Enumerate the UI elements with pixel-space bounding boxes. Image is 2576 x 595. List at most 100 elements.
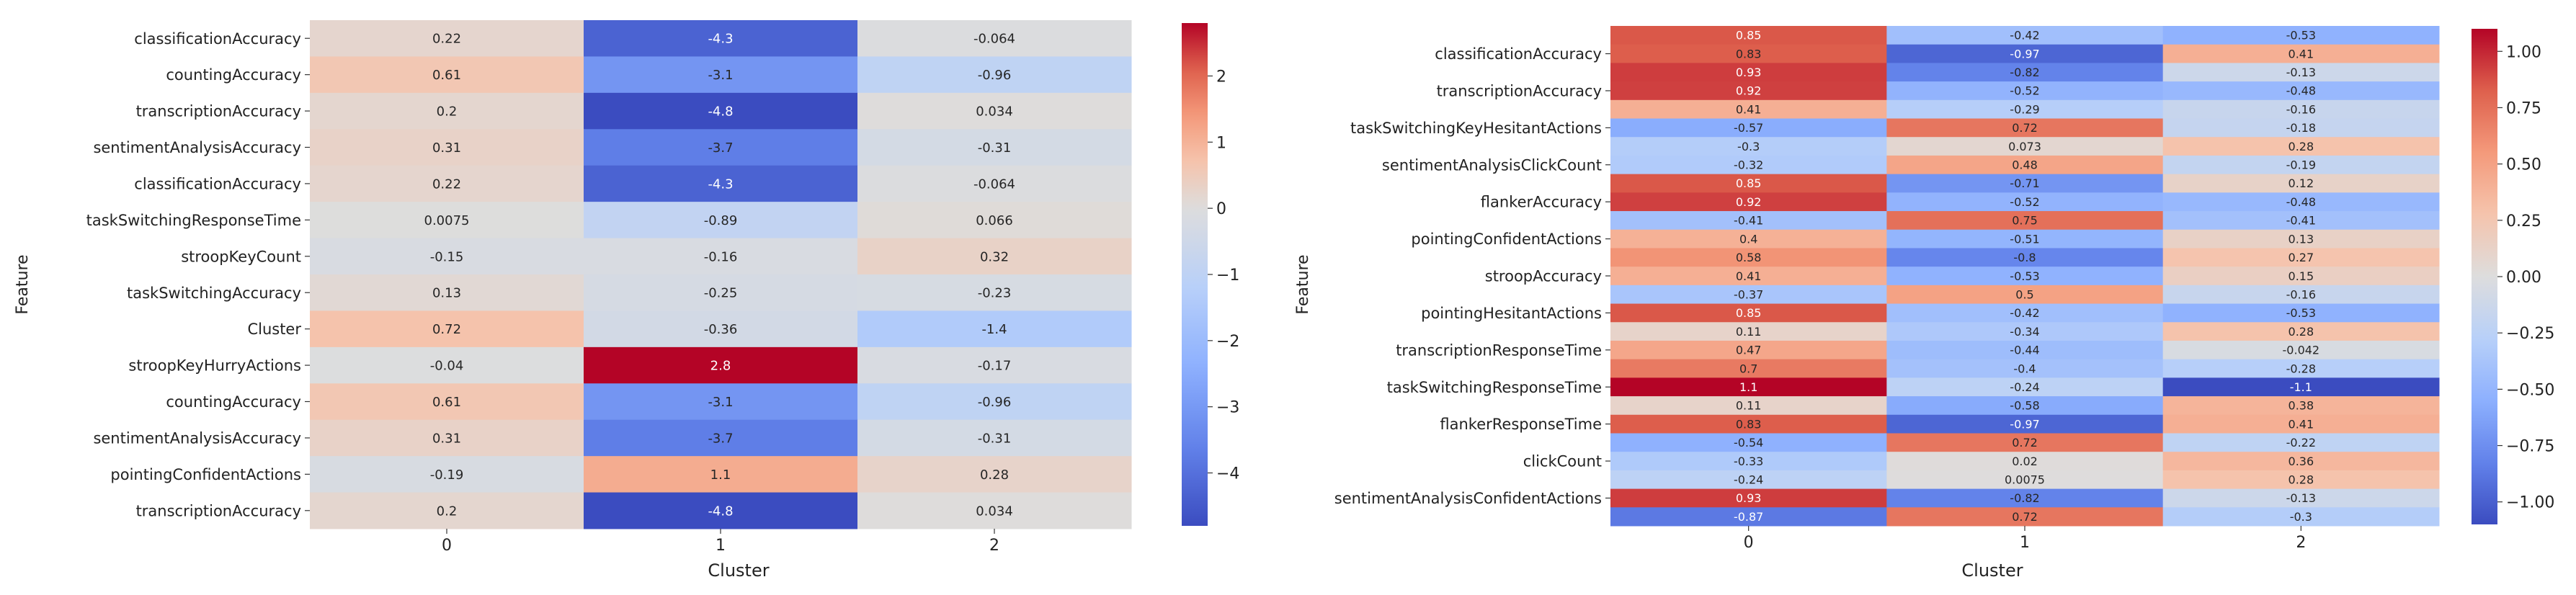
cell-value-label: -0.25 bbox=[704, 286, 738, 301]
heatmap-cell bbox=[1886, 322, 2164, 341]
heatmap-cell bbox=[2162, 507, 2440, 527]
colorbar-tick-label: −0.75 bbox=[2506, 438, 2554, 456]
cell-value-label: 0.85 bbox=[1736, 306, 1762, 320]
cell-value-label: -0.71 bbox=[2010, 176, 2039, 190]
heatmap-cell bbox=[2162, 414, 2440, 434]
cell-value-label: -0.36 bbox=[704, 322, 738, 337]
heatmap-cell bbox=[2162, 229, 2440, 249]
cell-value-label: 0.7 bbox=[1739, 362, 1757, 375]
heatmap-cell bbox=[1886, 118, 2164, 138]
cell-value-label: 0.12 bbox=[2288, 176, 2314, 190]
cell-value-label: 0.41 bbox=[2288, 417, 2314, 431]
heatmap-cell bbox=[1610, 118, 1887, 138]
heatmap-cell bbox=[584, 165, 858, 202]
cell-value-label: -0.97 bbox=[2010, 47, 2039, 61]
heatmap-cell bbox=[857, 383, 1132, 421]
cell-value-label: -1.4 bbox=[981, 322, 1007, 337]
heatmap-cell bbox=[2162, 340, 2440, 360]
cell-value-label: 0.36 bbox=[2288, 455, 2314, 468]
cell-value-label: -0.96 bbox=[978, 395, 1012, 410]
y-tick-label: classificationAccuracy bbox=[134, 30, 301, 48]
heatmap-cell bbox=[1886, 174, 2164, 193]
heatmap-cell bbox=[2162, 99, 2440, 120]
y-tick-label: classificationAccuracy bbox=[1435, 45, 1602, 63]
heatmap-cell bbox=[857, 56, 1132, 94]
heatmap-cell bbox=[857, 310, 1132, 348]
colorbar-tick-label: 0.75 bbox=[2506, 99, 2541, 117]
cell-value-label: 0.93 bbox=[1736, 66, 1762, 79]
cell-value-label: 0.92 bbox=[1736, 84, 1762, 98]
heatmap-cell bbox=[2162, 63, 2440, 82]
cell-value-label: 0.58 bbox=[1736, 251, 1762, 264]
cell-value-label: -0.18 bbox=[2286, 121, 2316, 135]
heatmap-cell bbox=[310, 456, 584, 493]
colorbar-tick-label: 0.25 bbox=[2506, 212, 2541, 231]
heatmap-cell bbox=[1610, 229, 1887, 249]
cell-value-label: 1.1 bbox=[710, 468, 731, 483]
cell-value-label: 0.28 bbox=[2288, 140, 2314, 153]
cell-value-label: 0.034 bbox=[976, 504, 1013, 519]
cell-value-label: -0.31 bbox=[978, 431, 1012, 446]
heatmap-cell bbox=[584, 129, 858, 166]
cell-value-label: 0.066 bbox=[976, 213, 1013, 228]
heatmap-cell bbox=[310, 238, 584, 275]
heatmap-cell bbox=[1886, 470, 2164, 490]
heatmap-cell bbox=[1886, 452, 2164, 471]
heatmap-cell bbox=[1886, 285, 2164, 305]
heatmap-cell bbox=[2162, 248, 2440, 267]
heatmap-cell bbox=[1886, 81, 2164, 101]
heatmap-cell bbox=[1886, 192, 2164, 212]
heatmap-cell bbox=[1886, 63, 2164, 82]
y-tick-label: stroopKeyHurryActions bbox=[128, 357, 301, 375]
y-axis-label: Feature bbox=[1294, 254, 1312, 314]
cell-value-label: 0.22 bbox=[432, 176, 461, 192]
cell-value-label: -0.19 bbox=[2286, 158, 2316, 172]
cell-value-label: -0.16 bbox=[704, 249, 738, 264]
cell-value-label: 0.13 bbox=[432, 286, 461, 301]
cell-value-label: -0.29 bbox=[2010, 102, 2039, 116]
heatmap-cell bbox=[1886, 229, 2164, 249]
heatmap-cell bbox=[1610, 340, 1887, 360]
cell-value-label: -3.1 bbox=[708, 68, 733, 83]
cell-value-label: -0.41 bbox=[2286, 214, 2316, 228]
heatmap-cell bbox=[310, 492, 584, 529]
heatmap-cell bbox=[2162, 359, 2440, 378]
cell-value-label: -0.51 bbox=[2010, 232, 2039, 246]
cell-value-label: 0.75 bbox=[2012, 214, 2038, 228]
heatmap-cell bbox=[1886, 248, 2164, 267]
cell-value-label: 0.92 bbox=[1736, 195, 1762, 209]
cell-value-label: -0.58 bbox=[2010, 399, 2039, 413]
cell-value-label: 0.13 bbox=[2288, 232, 2314, 246]
heatmap-cell bbox=[1610, 44, 1887, 63]
heatmap-cell bbox=[1610, 285, 1887, 305]
cell-value-label: -0.4 bbox=[2013, 362, 2036, 375]
heatmap-cell bbox=[1886, 433, 2164, 452]
heatmap-cell bbox=[1610, 174, 1887, 193]
x-tick-label: 0 bbox=[442, 537, 452, 555]
cell-value-label: 0.31 bbox=[432, 140, 461, 156]
cell-value-label: -4.3 bbox=[708, 32, 733, 47]
cell-value-label: -0.82 bbox=[2010, 66, 2039, 79]
cell-value-label: -0.24 bbox=[2010, 380, 2039, 394]
y-tick-label: classificationAccuracy bbox=[134, 175, 301, 192]
heatmap-cell bbox=[1886, 267, 2164, 286]
x-axis-label: Cluster bbox=[708, 560, 769, 581]
cell-value-label: 0.28 bbox=[2288, 473, 2314, 487]
heatmap-cell bbox=[310, 56, 584, 94]
cell-value-label: 0.72 bbox=[2012, 121, 2038, 135]
heatmap-cell bbox=[584, 20, 858, 57]
heatmap-cell bbox=[1886, 414, 2164, 434]
cell-value-label: -0.52 bbox=[2010, 195, 2039, 209]
heatmap-cell bbox=[584, 419, 858, 457]
heatmap-cell bbox=[310, 92, 584, 130]
heatmap-cell bbox=[584, 383, 858, 421]
heatmap-cell bbox=[1610, 26, 1887, 45]
cell-value-label: -0.87 bbox=[1734, 510, 1763, 524]
cell-value-label: -0.37 bbox=[1734, 287, 1763, 301]
heatmap-cell bbox=[2162, 452, 2440, 471]
heatmap-cell bbox=[1610, 211, 1887, 231]
heatmap-cell bbox=[1886, 488, 2164, 508]
cell-value-label: 0.41 bbox=[2288, 47, 2314, 61]
heatmap-cell bbox=[857, 129, 1132, 166]
cell-value-label: -0.54 bbox=[1734, 436, 1763, 449]
